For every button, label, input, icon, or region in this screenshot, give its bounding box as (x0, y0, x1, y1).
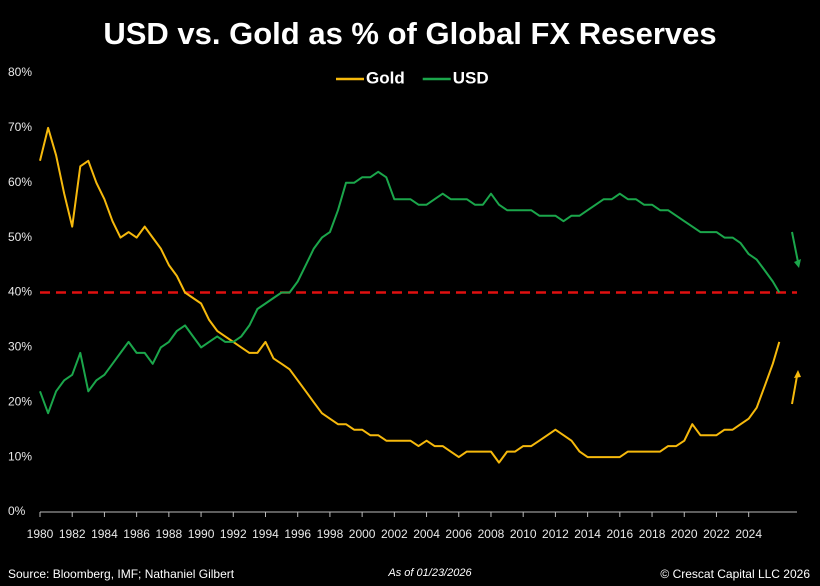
legend-label: USD (453, 68, 489, 87)
chart-title: USD vs. Gold as % of Global FX Reserves (103, 16, 716, 51)
x-tick-label: 2006 (445, 527, 472, 541)
x-tick-label: 2016 (606, 527, 633, 541)
x-tick-label: 2022 (703, 527, 730, 541)
x-tick-label: 1990 (188, 527, 215, 541)
arrows (791, 231, 801, 405)
x-tick-label: 2000 (349, 527, 376, 541)
y-tick-label: 30% (8, 340, 32, 354)
y-tick-label: 50% (8, 230, 32, 244)
x-tick-label: 1980 (27, 527, 54, 541)
x-tick-label: 2018 (639, 527, 666, 541)
source: Source: Bloomberg, IMF; Nathaniel Gilber… (8, 567, 235, 581)
x-tick-label: 2004 (413, 527, 440, 541)
x-tick-label: 2012 (542, 527, 569, 541)
x-tick-label: 1988 (155, 527, 182, 541)
x-tick-label: 2010 (510, 527, 537, 541)
x-tick-label: 2020 (671, 527, 698, 541)
x-tick-label: 1986 (123, 527, 150, 541)
y-tick-label: 40% (8, 285, 32, 299)
x-tick-label: 2008 (478, 527, 505, 541)
up-arrow-head (794, 370, 801, 378)
down-arrow-head (794, 259, 801, 268)
copyright: © Crescat Capital LLC 2026 (660, 567, 810, 581)
x-tick-label: 2014 (574, 527, 601, 541)
y-tick-label: 10% (8, 449, 32, 463)
x-tick-label: 1996 (284, 527, 311, 541)
date-note: As of 01/23/2026 (387, 567, 472, 579)
down-arrow (791, 231, 799, 263)
x-tick-label: 1992 (220, 527, 247, 541)
x-tick-label: 2024 (735, 527, 762, 541)
series-line (39, 126, 781, 464)
x-tick-label: 2002 (381, 527, 408, 541)
up-arrow (791, 375, 798, 405)
legend-label: Gold (366, 68, 405, 87)
y-tick-label: 60% (8, 175, 32, 189)
series-line (39, 170, 781, 415)
x-tick-label: 1994 (252, 527, 279, 541)
x-tick-label: 1984 (91, 527, 118, 541)
y-tick-label: 20% (8, 394, 32, 408)
x-tick-label: 1982 (59, 527, 86, 541)
y-tick-label: 0% (8, 504, 26, 518)
y-tick-label: 80% (8, 65, 32, 79)
y-tick-label: 70% (8, 120, 32, 134)
x-tick-label: 1998 (317, 527, 344, 541)
